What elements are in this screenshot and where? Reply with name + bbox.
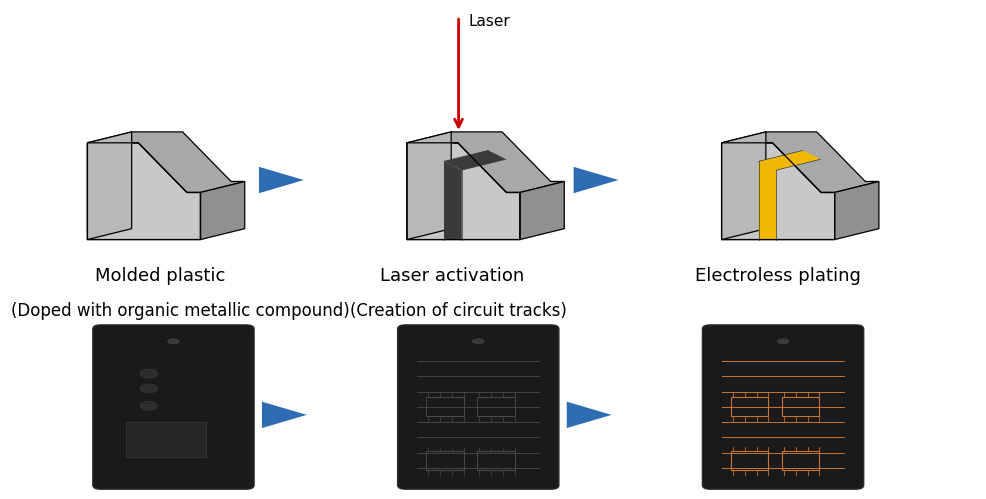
Polygon shape	[758, 161, 776, 240]
Polygon shape	[444, 150, 506, 170]
FancyBboxPatch shape	[702, 325, 864, 489]
Bar	[477, 397, 515, 416]
Text: (Doped with organic metallic compound): (Doped with organic metallic compound)	[11, 301, 350, 319]
Polygon shape	[722, 132, 879, 193]
FancyBboxPatch shape	[93, 325, 254, 489]
Polygon shape	[407, 132, 452, 240]
Polygon shape	[574, 167, 618, 193]
Polygon shape	[821, 182, 879, 193]
Polygon shape	[262, 402, 307, 428]
Text: (Creation of circuit tracks): (Creation of circuit tracks)	[350, 301, 567, 319]
Bar	[731, 452, 768, 471]
Bar	[782, 397, 819, 416]
Circle shape	[140, 384, 158, 393]
Circle shape	[140, 369, 158, 378]
Circle shape	[167, 338, 180, 345]
Text: Electroless plating: Electroless plating	[694, 267, 861, 285]
Polygon shape	[758, 150, 820, 170]
Polygon shape	[567, 402, 611, 428]
Bar	[731, 397, 768, 416]
Polygon shape	[520, 182, 564, 240]
Polygon shape	[835, 182, 879, 240]
Polygon shape	[88, 132, 245, 193]
Bar	[426, 397, 463, 416]
Polygon shape	[200, 182, 245, 240]
FancyBboxPatch shape	[126, 422, 206, 457]
Polygon shape	[507, 182, 564, 193]
Circle shape	[776, 338, 790, 345]
Polygon shape	[187, 182, 245, 193]
Polygon shape	[259, 167, 304, 193]
Polygon shape	[722, 132, 766, 240]
Text: Laser: Laser	[468, 14, 510, 29]
Text: Molded plastic: Molded plastic	[95, 267, 225, 285]
Polygon shape	[444, 161, 461, 240]
Polygon shape	[88, 143, 200, 240]
Polygon shape	[88, 132, 132, 240]
FancyBboxPatch shape	[397, 325, 559, 489]
Polygon shape	[407, 132, 564, 193]
Bar	[477, 452, 515, 471]
Text: Laser activation: Laser activation	[380, 267, 525, 285]
Circle shape	[140, 401, 158, 410]
Polygon shape	[407, 143, 520, 240]
Circle shape	[471, 338, 485, 345]
Bar	[782, 452, 819, 471]
Polygon shape	[722, 143, 835, 240]
Bar	[426, 452, 463, 471]
